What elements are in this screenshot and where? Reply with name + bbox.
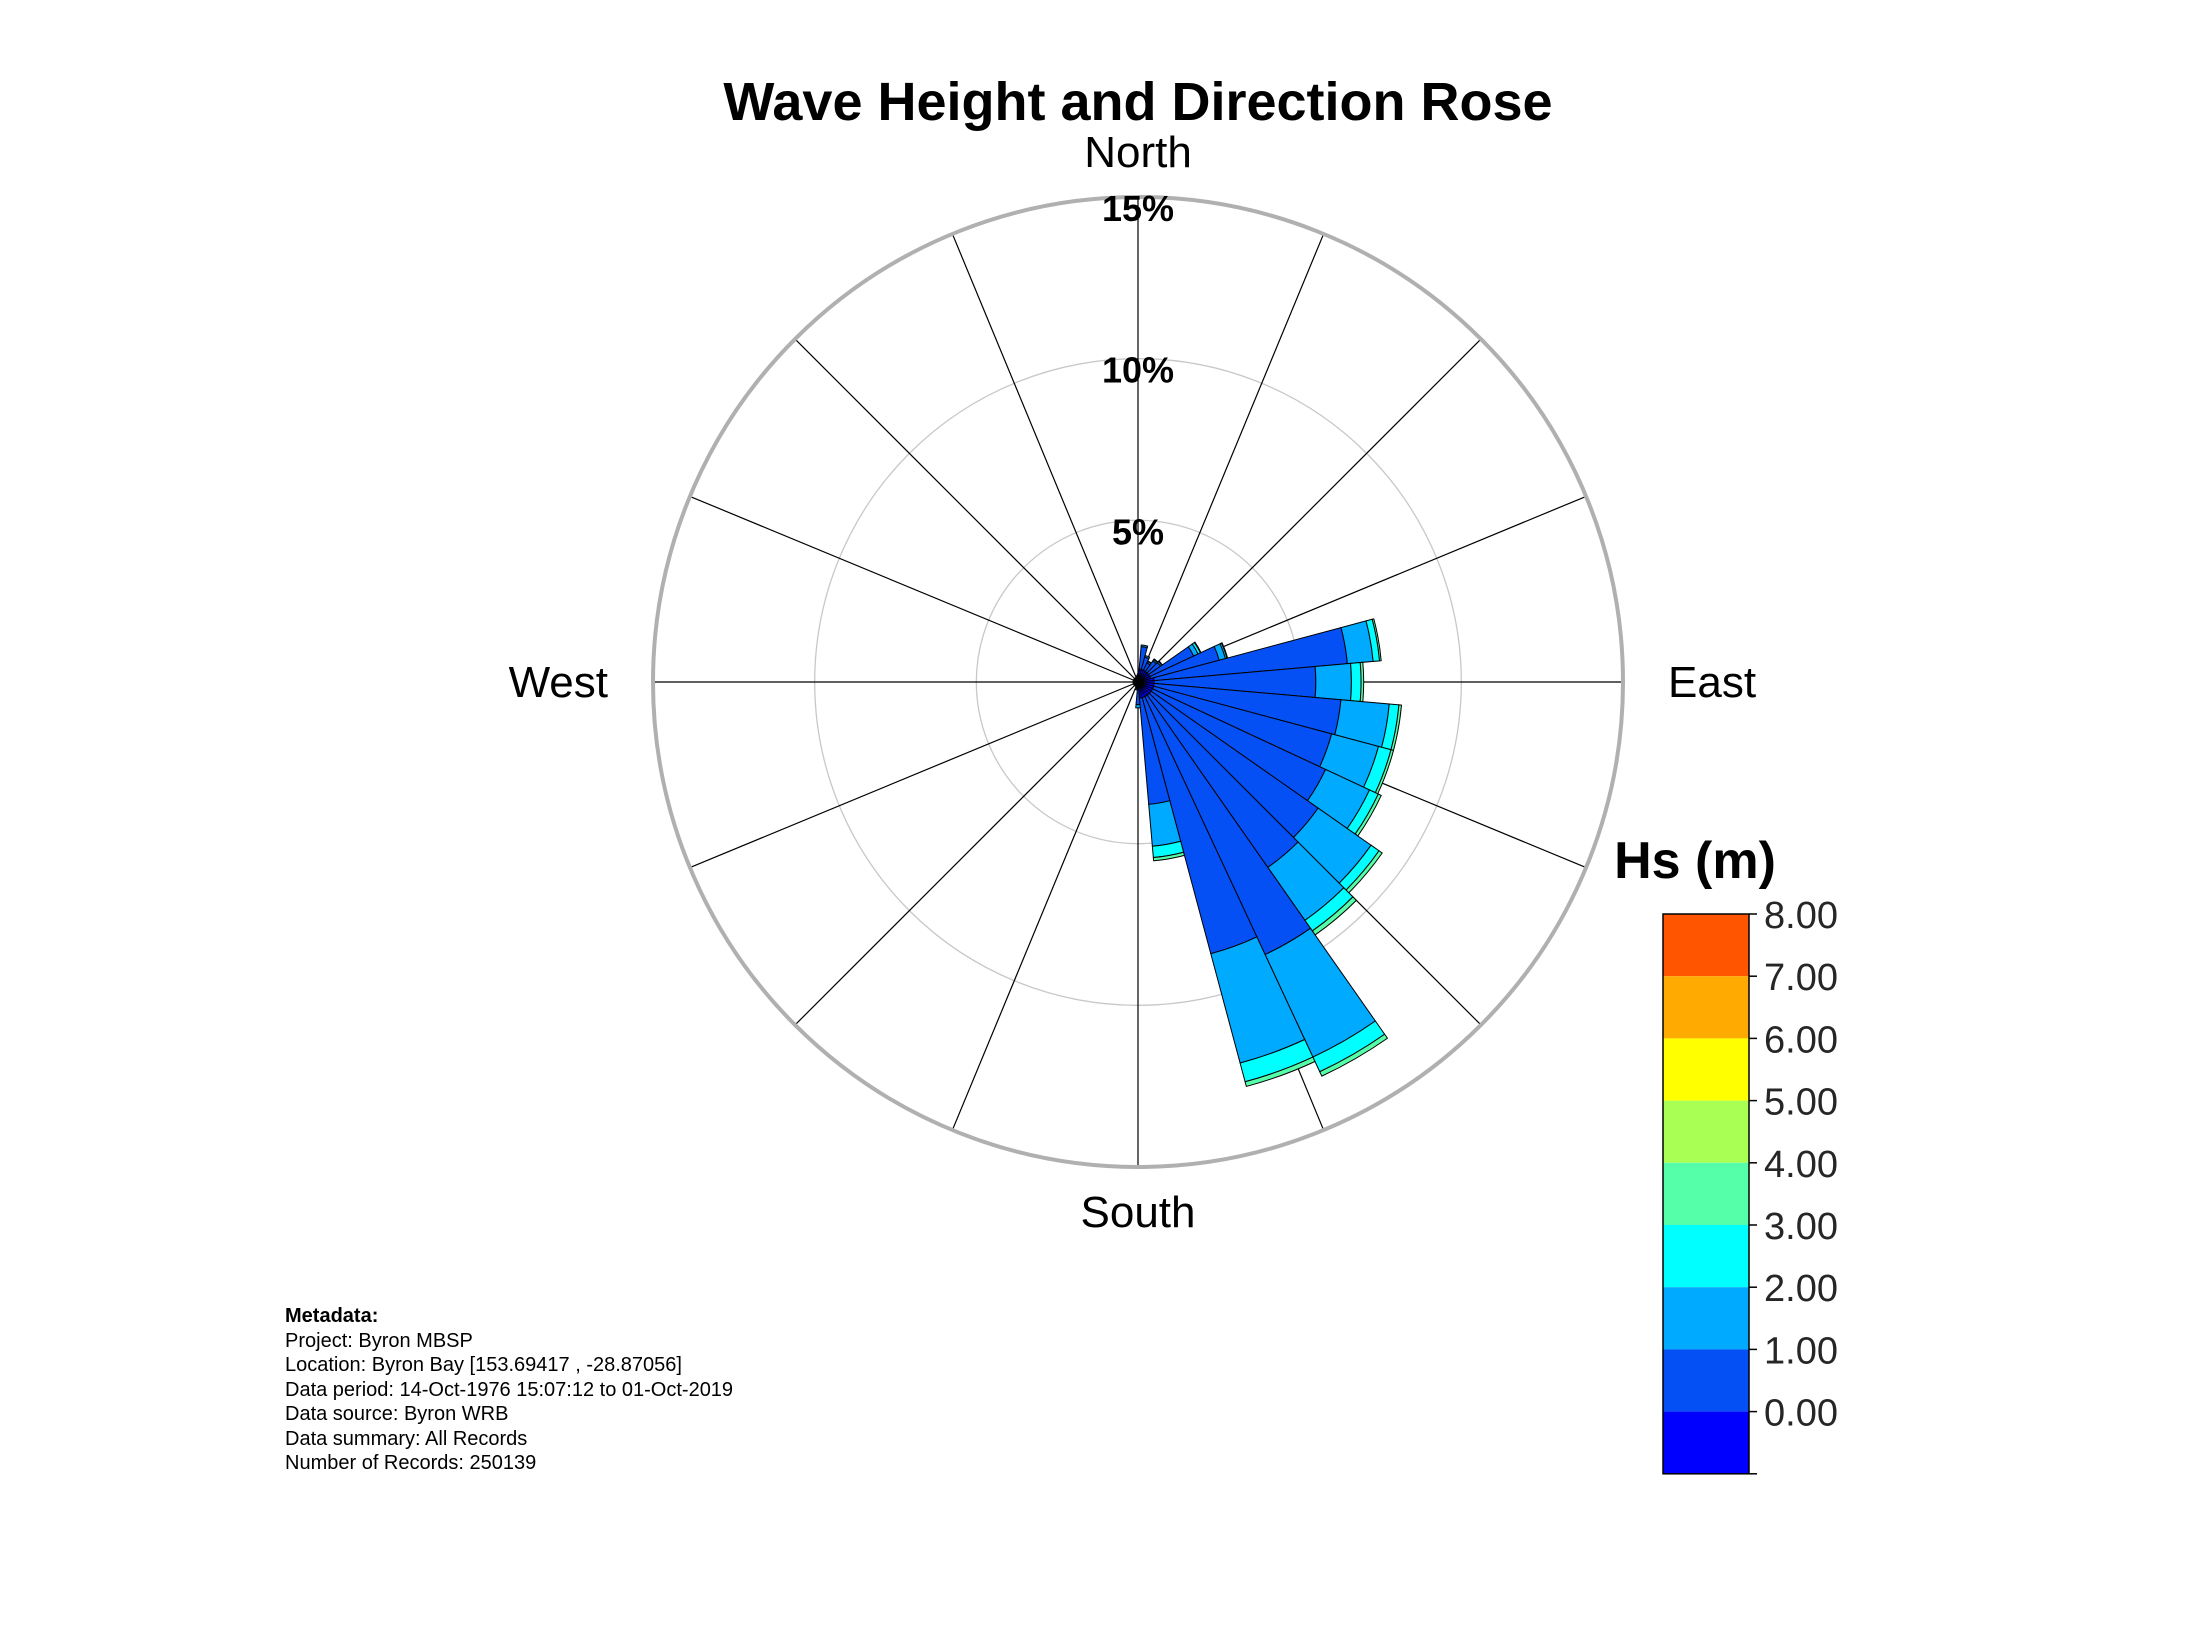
sector-bar [1135, 686, 1139, 691]
colorbar-segment [1663, 1411, 1749, 1474]
direction-label-east: East [1668, 658, 1756, 707]
sector-bar [1140, 644, 1149, 649]
metadata-source: Data source: Byron WRB [285, 1403, 509, 1425]
colorbar-tick-label: 2.00 [1764, 1268, 1838, 1310]
metadata-location: Location: Byron Bay [153.69417 , -28.870… [285, 1354, 682, 1376]
colorbar-tick-label: 7.00 [1764, 957, 1838, 999]
colorbar-segment [1663, 1225, 1749, 1288]
outer-ring [651, 195, 1625, 1169]
colorbar-title: Hs (m) [1614, 832, 1776, 890]
rose-sectors [1132, 618, 1403, 1088]
metadata-project: Project: Byron MBSP [285, 1329, 473, 1352]
colorbar-border [1662, 913, 1750, 1475]
colorbar-segment [1663, 914, 1749, 977]
radial-tick-label: 10% [1102, 350, 1174, 391]
colorbar-tick-label: 8.00 [1764, 895, 1838, 937]
metadata-block: Metadata: Project: Byron MBSP Location: … [285, 1304, 733, 1476]
sector-bar [1371, 618, 1382, 662]
colorbar-segment [1663, 1349, 1749, 1412]
sector-bar [1319, 1033, 1389, 1077]
radial-tick-label: 15% [1102, 188, 1174, 229]
sector-bar [1135, 675, 1139, 678]
sector-bar [1152, 851, 1186, 862]
colorbar: 8.00 7.00 6.00 5.00 4.00 3.00 2.00 1.00 0.00 [1662, 895, 1838, 1475]
metadata-title: Metadata: [285, 1305, 379, 1327]
direction-label-west: West [509, 658, 608, 707]
chart-title: Wave Height and Direction Rose [723, 72, 1552, 132]
metadata-records: Number of Records: 250139 [285, 1452, 537, 1474]
colorbar-tick-label: 4.00 [1764, 1144, 1838, 1186]
direction-label-south: South [1081, 1188, 1196, 1237]
colorbar-segment [1663, 1162, 1749, 1225]
colorbar-segment [1663, 976, 1749, 1039]
colorbar-segment [1663, 1287, 1749, 1350]
grid-spoke [951, 681, 1139, 1131]
sector-bar [1244, 1056, 1316, 1088]
direction-label-north: North [1084, 128, 1192, 177]
grid-spoke [794, 338, 1139, 683]
radial-tick-label: 5% [1112, 511, 1164, 552]
grid-spoke [951, 233, 1139, 683]
grid-spoke [794, 681, 1139, 1026]
sector-bar [1350, 662, 1362, 702]
grid-spoke [1137, 338, 1482, 683]
colorbar-tick-label: 3.00 [1764, 1206, 1838, 1248]
colorbar-tick-label: 0.00 [1764, 1393, 1838, 1435]
colorbar-tick-label: 5.00 [1764, 1082, 1838, 1124]
colorbar-segment [1663, 1038, 1749, 1101]
colorbar-segment [1663, 1100, 1749, 1163]
colorbar-tick-label: 6.00 [1764, 1019, 1838, 1061]
sector-bar [1135, 704, 1141, 709]
sector-bar [1314, 662, 1352, 702]
sector-bar [1144, 654, 1151, 660]
grid-spoke [689, 495, 1139, 683]
colorbar-tick-label: 1.00 [1764, 1330, 1838, 1372]
metadata-period: Data period: 14-Oct-1976 15:07:12 to 01-… [285, 1378, 734, 1401]
grid-spoke [689, 681, 1139, 869]
radial-tick-labels: 5% 10% 15% [1102, 188, 1174, 552]
grid-spoke [1137, 233, 1325, 683]
sector-bar [1359, 661, 1365, 703]
metadata-summary: Data summary: All Records [285, 1427, 528, 1450]
